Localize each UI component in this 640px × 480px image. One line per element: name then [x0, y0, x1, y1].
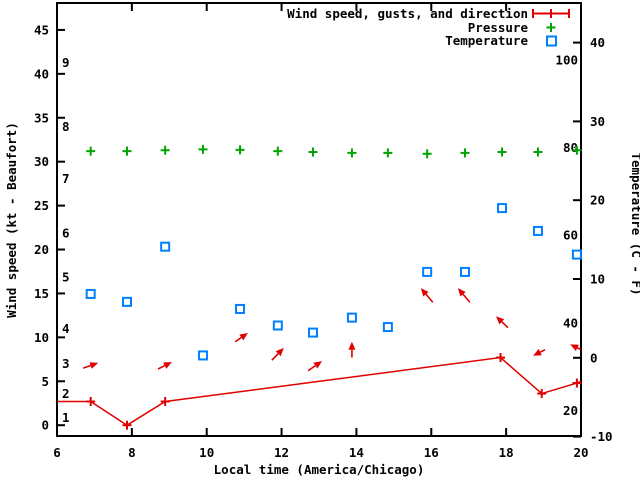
wind-speed-line	[57, 356, 582, 427]
y-c-tick-label: 30	[590, 114, 605, 129]
beaufort-label: 5	[62, 269, 70, 284]
wind-direction-arrow-head	[275, 347, 284, 357]
wind-direction-arrow-shaft	[82, 364, 91, 369]
fahrenheit-label: 100	[555, 53, 578, 68]
beaufort-label: 7	[62, 171, 70, 186]
temperature-point	[382, 322, 393, 333]
temperature-point	[272, 320, 283, 331]
beaufort-label: 4	[62, 321, 70, 336]
legend-label-wind: Wind speed, gusts, and direction	[287, 6, 528, 21]
wind-direction-arrow-shaft	[576, 347, 582, 351]
wind-direction-arrow-shaft	[157, 364, 166, 370]
temperature-point	[422, 266, 433, 277]
temperature-point	[571, 249, 582, 260]
x-tick-label: 6	[53, 445, 61, 460]
beaufort-label: 9	[62, 55, 70, 70]
y-kt-tick-label: 45	[34, 22, 49, 37]
y-kt-tick-label: 40	[34, 66, 49, 81]
wind-direction-arrow-shaft	[539, 348, 546, 353]
wind-direction-arrow-shaft	[501, 321, 509, 329]
y-c-tick-label: -10	[590, 429, 613, 444]
temperature-point	[308, 327, 319, 338]
y-kt-tick-label: 25	[34, 198, 49, 213]
x-tick-label: 16	[424, 445, 439, 460]
x-tick-label: 14	[349, 445, 364, 460]
y-kt-tick-label: 15	[34, 286, 49, 301]
temperature-point	[235, 303, 246, 314]
fahrenheit-label: 80	[563, 140, 578, 155]
wind-direction-arrow-head	[313, 361, 322, 369]
y-kt-tick-label: 20	[34, 242, 49, 257]
y2-axis-title: Temperature (C - F)	[629, 153, 640, 296]
temperature-point	[85, 288, 96, 299]
x-tick-label: 20	[573, 445, 588, 460]
y-kt-tick-label: 10	[34, 330, 49, 345]
temperature-point	[121, 296, 132, 307]
fahrenheit-label: 60	[563, 228, 578, 243]
wind-direction-arrow-head	[570, 344, 579, 352]
y-kt-tick-label: 35	[34, 110, 49, 125]
legend: Wind speed, gusts, and direction Pressur…	[287, 6, 528, 48]
legend-label-pressure: Pressure	[468, 20, 529, 35]
temperature-point	[497, 203, 508, 214]
fahrenheit-label: 20	[563, 403, 578, 418]
temperature-point	[197, 350, 208, 361]
y-c-tick-label: 20	[590, 193, 605, 208]
wind-direction-arrow-head	[163, 361, 172, 369]
y-kt-tick-label: 30	[34, 154, 49, 169]
plot-border	[56, 2, 582, 437]
wind-direction-arrow-head	[496, 316, 505, 325]
wind-direction-arrow-shaft	[271, 353, 279, 361]
wind-direction-arrow-head	[239, 332, 248, 341]
beaufort-label: 6	[62, 225, 70, 240]
x-tick-label: 18	[499, 445, 514, 460]
y-kt-tick-label: 5	[41, 374, 49, 389]
y-c-tick-label: 40	[590, 35, 605, 50]
x-tick-label: 8	[128, 445, 136, 460]
wind-direction-arrow-shaft	[425, 293, 434, 303]
y-c-tick-label: 10	[590, 272, 605, 287]
x-axis-title: Local time (America/Chicago)	[214, 462, 425, 477]
temperature-point	[160, 241, 171, 252]
wind-direction-arrow-head	[457, 288, 466, 297]
beaufort-label: 2	[62, 386, 70, 401]
beaufort-label: 1	[62, 410, 70, 425]
y-kt-tick-label: 0	[41, 418, 49, 433]
temperature-point	[459, 266, 470, 277]
beaufort-label: 8	[62, 119, 70, 134]
wind-direction-arrow-shaft	[307, 364, 316, 372]
plot-marks: 6 8 10 12 14 16 18 2005101520253035404512345678…	[34, 2, 613, 460]
beaufort-label: 3	[62, 356, 70, 371]
wind-direction-arrow-head	[420, 288, 429, 297]
wind-direction-arrow-head	[348, 341, 356, 350]
temperature-point	[532, 225, 543, 236]
wind-direction-arrow-shaft	[234, 336, 242, 343]
y-axis-title: Wind speed (kt - Beaufort)	[4, 122, 19, 318]
wind-direction-arrow-shaft	[462, 293, 471, 303]
x-tick-label: 12	[274, 445, 289, 460]
y-c-tick-label: 0	[590, 350, 598, 365]
legend-label-temperature: Temperature	[445, 33, 528, 48]
wind-direction-arrow-head	[89, 362, 99, 369]
fahrenheit-label: 40	[563, 315, 578, 330]
wind-direction-arrow-head	[533, 349, 542, 356]
temperature-point	[346, 312, 357, 323]
x-tick-label: 10	[199, 445, 214, 460]
legend-sample-temperature	[546, 35, 557, 47]
